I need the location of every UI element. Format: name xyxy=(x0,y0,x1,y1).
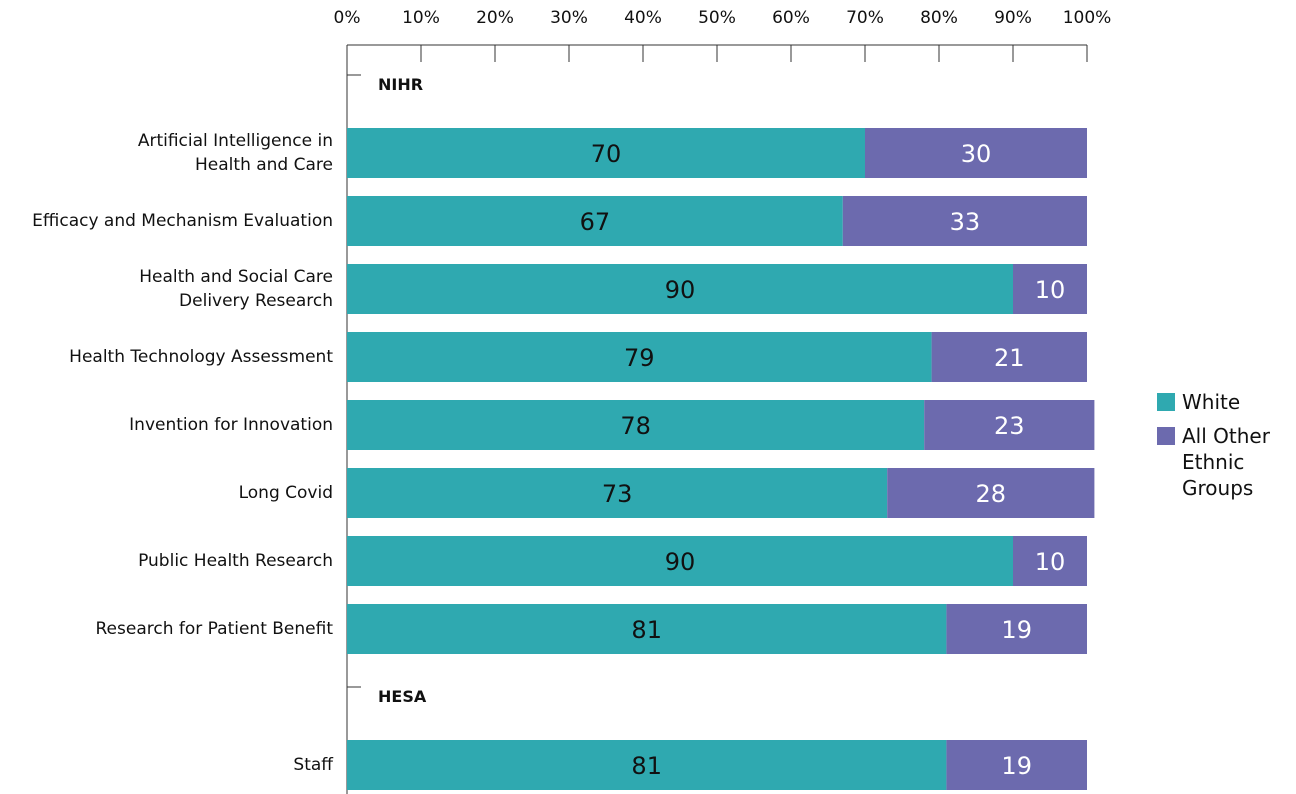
x-tick-label: 10% xyxy=(402,8,440,28)
bar-segment xyxy=(347,332,932,382)
value-label: 81 xyxy=(631,616,662,644)
bar-segment xyxy=(946,604,1087,654)
bar-segment xyxy=(931,332,1087,382)
value-label: 78 xyxy=(620,412,651,440)
value-label: 21 xyxy=(994,344,1025,372)
bar-segment xyxy=(347,604,947,654)
x-tick-label: 70% xyxy=(846,8,884,28)
value-label: 19 xyxy=(1001,752,1032,780)
bar-segment xyxy=(924,400,1095,450)
value-label: 23 xyxy=(994,412,1025,440)
value-label: 73 xyxy=(602,480,633,508)
bar-segment xyxy=(1013,264,1087,314)
value-label: 33 xyxy=(950,208,981,236)
x-tick-label: 90% xyxy=(994,8,1032,28)
x-tick-label: 100% xyxy=(1063,8,1112,28)
legend-swatch xyxy=(1157,427,1175,445)
bar-segment xyxy=(347,468,888,518)
value-label: 81 xyxy=(631,752,662,780)
legend-label: White xyxy=(1182,390,1241,414)
bar-segment xyxy=(946,740,1087,790)
category-label: Long Covid xyxy=(238,483,333,503)
value-label: 79 xyxy=(624,344,655,372)
value-label: 28 xyxy=(976,480,1007,508)
bar-segment xyxy=(347,536,1013,586)
category-label: Efficacy and Mechanism Evaluation xyxy=(32,211,333,231)
value-label: 19 xyxy=(1001,616,1032,644)
group-header: HESA xyxy=(378,687,427,706)
bar-segment xyxy=(347,740,947,790)
category-label: Public Health Research xyxy=(138,551,333,571)
value-label: 90 xyxy=(665,548,696,576)
bar-segment xyxy=(347,400,925,450)
category-label: Invention for Innovation xyxy=(129,415,333,435)
category-label: Health and Social Care Delivery Research xyxy=(139,267,333,311)
bar-segment xyxy=(1013,536,1087,586)
value-label: 70 xyxy=(591,140,622,168)
category-label: Health Technology Assessment xyxy=(69,347,333,367)
bar-segment xyxy=(347,196,843,246)
x-tick-label: 80% xyxy=(920,8,958,28)
x-tick-label: 60% xyxy=(772,8,810,28)
x-tick-label: 30% xyxy=(550,8,588,28)
bar-segment xyxy=(887,468,1095,518)
value-label: 30 xyxy=(961,140,992,168)
x-tick-label: 20% xyxy=(476,8,514,28)
bar-segment xyxy=(347,128,865,178)
value-label: 10 xyxy=(1035,276,1066,304)
x-tick-label: 40% xyxy=(624,8,662,28)
x-tick-label: 0% xyxy=(334,8,361,28)
group-header: NIHR xyxy=(378,75,424,94)
legend-swatch xyxy=(1157,393,1175,411)
category-label: Staff xyxy=(293,755,333,775)
category-label: Artificial Intelligence in Health and Ca… xyxy=(137,131,333,175)
bar-segment xyxy=(865,128,1087,178)
bar-segment xyxy=(842,196,1087,246)
x-tick-label: 50% xyxy=(698,8,736,28)
category-label: Research for Patient Benefit xyxy=(95,619,334,639)
value-label: 90 xyxy=(665,276,696,304)
value-label: 67 xyxy=(580,208,611,236)
bar-segment xyxy=(347,264,1013,314)
value-label: 10 xyxy=(1035,548,1066,576)
legend-label: All Other Ethnic Groups xyxy=(1182,424,1270,500)
